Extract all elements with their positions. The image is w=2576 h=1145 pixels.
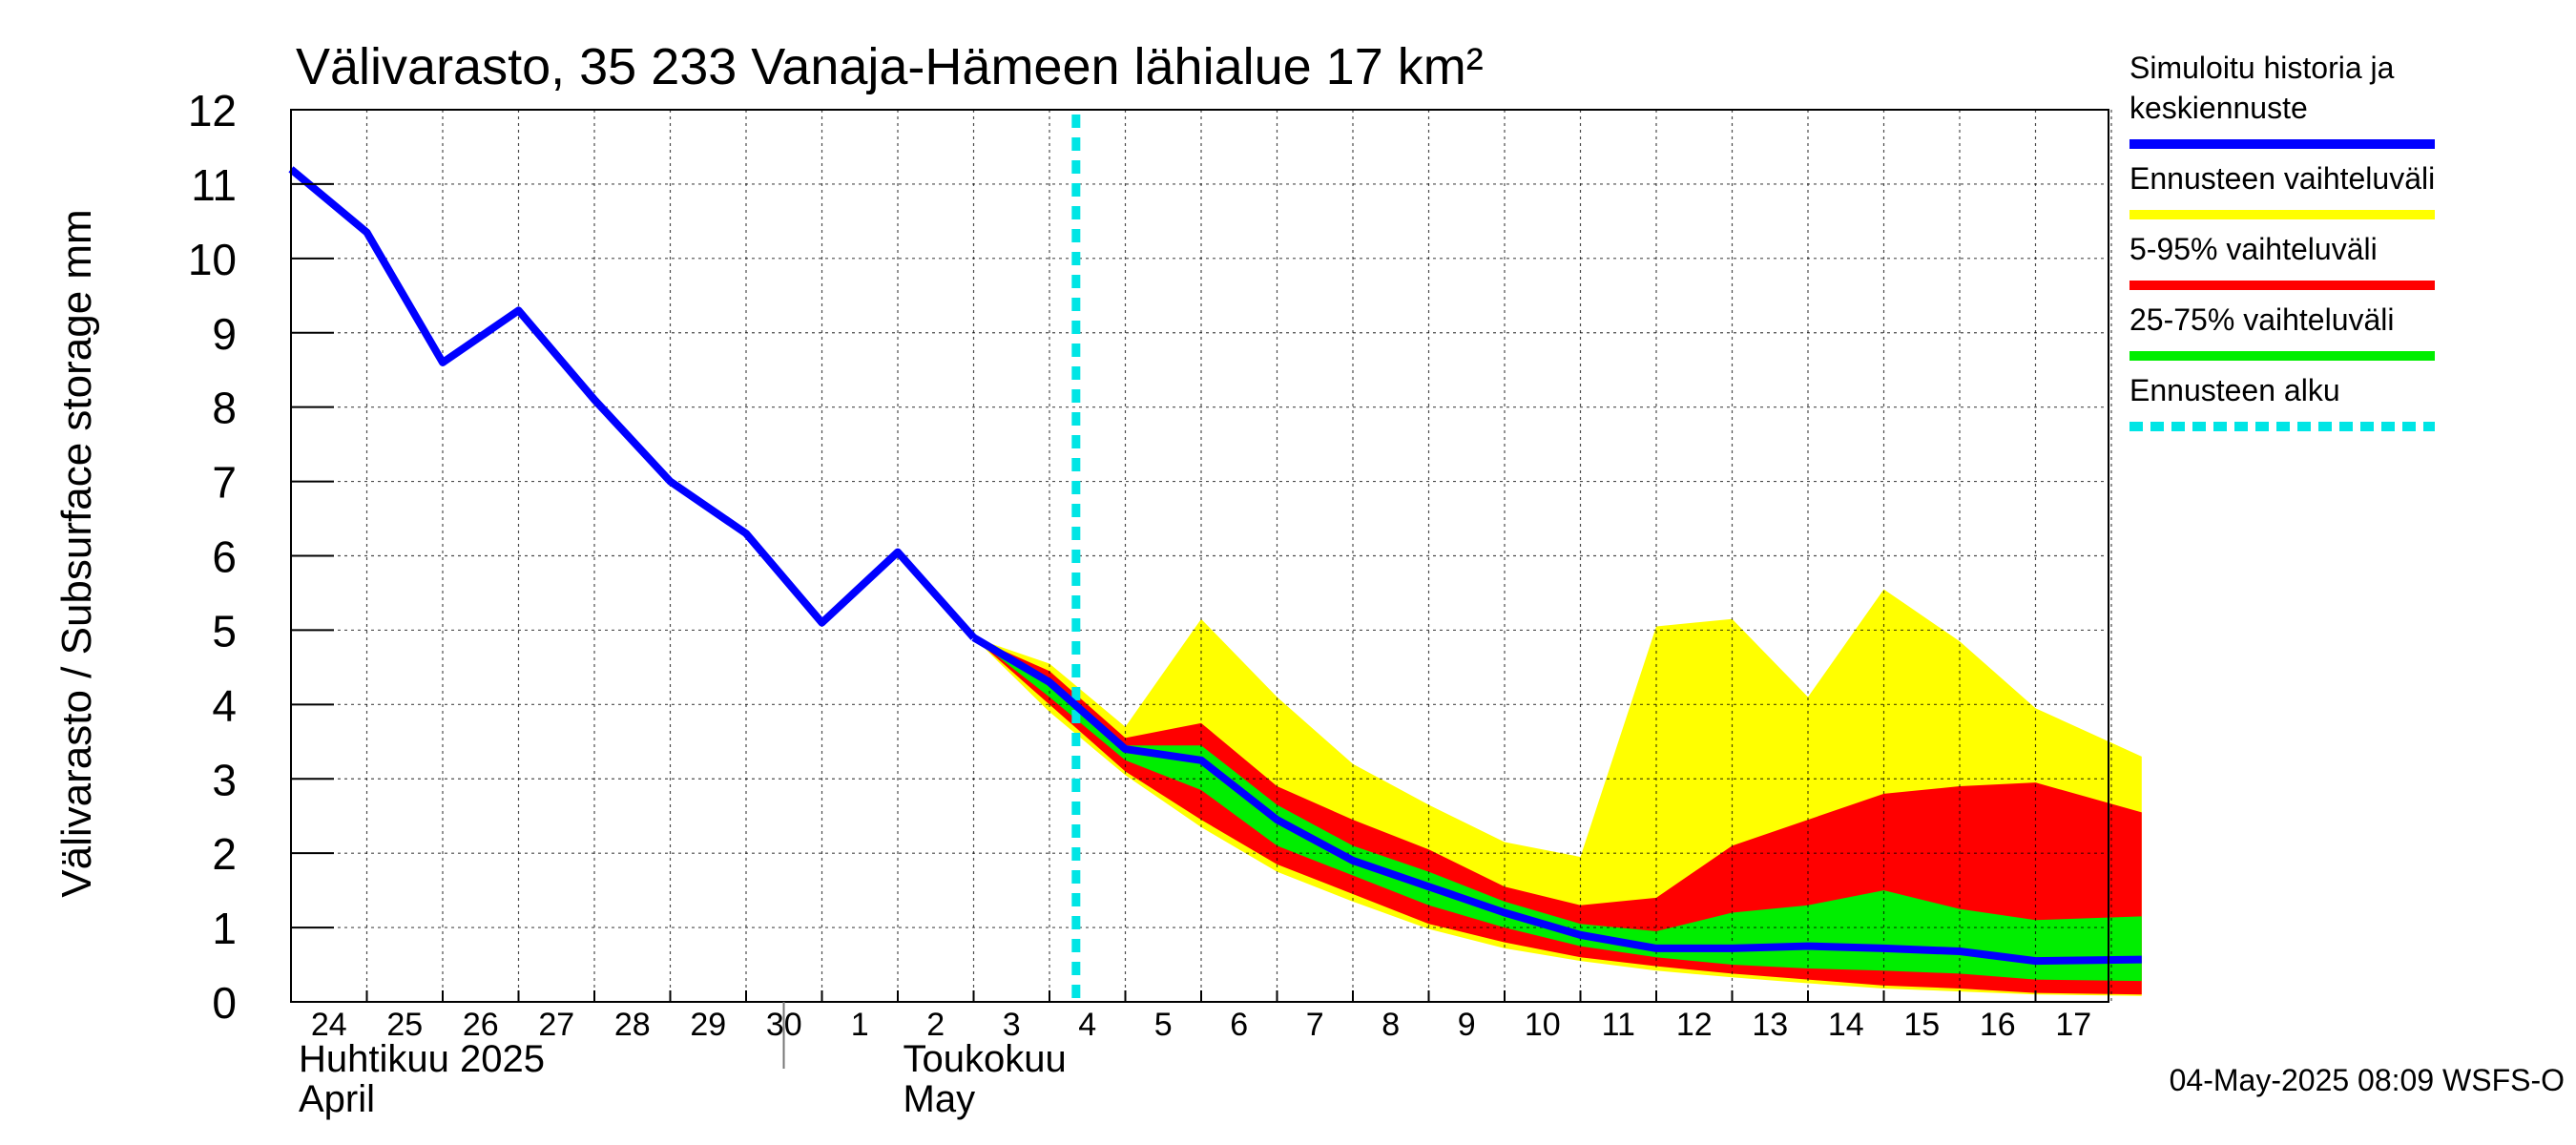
median-line xyxy=(971,634,2142,966)
y-axis-label: Välivarasto / Subsurface storage mm xyxy=(53,209,100,897)
x-tick-label: 6 xyxy=(1230,1007,1248,1043)
y-tick-label: 6 xyxy=(212,532,237,582)
x-tick-label: 29 xyxy=(690,1007,726,1043)
x-tick-label: 14 xyxy=(1828,1007,1864,1043)
x-tick-label: 28 xyxy=(614,1007,651,1043)
series-lines xyxy=(288,114,2142,1002)
y-tick-label: 2 xyxy=(212,829,237,879)
legend-label-1: keskiennuste xyxy=(2129,91,2308,125)
y-tick-label: 5 xyxy=(212,606,237,656)
y-tick-label: 3 xyxy=(212,755,237,804)
grid-lines xyxy=(291,110,2112,1002)
x-tick-label: 13 xyxy=(1752,1007,1788,1043)
x-tick-label: 11 xyxy=(1602,1007,1635,1043)
legend-label-4: 25-75% vaihteluväli xyxy=(2129,302,2395,337)
x-tick-label: 12 xyxy=(1676,1007,1713,1043)
month-label-english: May xyxy=(904,1078,976,1120)
x-tick-label: 2 xyxy=(926,1007,945,1043)
history-line xyxy=(288,166,977,640)
x-tick-label: 8 xyxy=(1381,1007,1400,1043)
legend-label-2: Ennusteen vaihteluväli xyxy=(2129,161,2435,196)
y-tick-label: 4 xyxy=(212,680,237,730)
month-label: Toukokuu xyxy=(904,1038,1067,1080)
chart-title: Välivarasto, 35 233 Vanaja-Hämeen lähial… xyxy=(296,38,1484,95)
x-tick-label: 24 xyxy=(311,1007,347,1043)
y-tick-label: 10 xyxy=(188,235,237,284)
y-tick-label: 8 xyxy=(212,384,237,433)
y-tick-label: 7 xyxy=(212,458,237,508)
forecast-bands xyxy=(973,589,2142,996)
x-tick-label: 26 xyxy=(463,1007,499,1043)
x-tick-label: 3 xyxy=(1003,1007,1021,1043)
y-tick-label: 9 xyxy=(212,309,237,359)
x-tick-label: 27 xyxy=(538,1007,574,1043)
y-tick-label: 11 xyxy=(191,160,237,210)
x-tick-label: 17 xyxy=(2055,1007,2091,1043)
legend-label-3: 5-95% vaihteluväli xyxy=(2129,232,2378,266)
x-tick-label: 10 xyxy=(1525,1007,1561,1043)
legend-label-5: Ennusteen alku xyxy=(2129,373,2340,407)
timestamp: 04-May-2025 08:09 WSFS-O xyxy=(2170,1063,2565,1097)
x-tick-label: 4 xyxy=(1078,1007,1096,1043)
legend-label-1: Simuloitu historia ja xyxy=(2129,51,2395,85)
x-tick-label: 15 xyxy=(1903,1007,1940,1043)
x-tick-label: 9 xyxy=(1458,1007,1476,1043)
month-label-english: April xyxy=(299,1078,375,1120)
x-tick-label: 7 xyxy=(1306,1007,1324,1043)
y-tick-label: 1 xyxy=(212,904,237,953)
x-tick-label: 25 xyxy=(386,1007,423,1043)
y-tick-label: 12 xyxy=(188,86,237,135)
band-3 xyxy=(973,637,2142,982)
month-label: Huhtikuu 2025 xyxy=(299,1038,545,1080)
y-tick-label: 0 xyxy=(212,978,237,1028)
x-tick-label: 5 xyxy=(1154,1007,1173,1043)
legend: Simuloitu historia ja keskiennuste Ennuste… xyxy=(2129,51,2435,431)
x-tick-label: 1 xyxy=(851,1007,869,1043)
x-tick-label: 16 xyxy=(1980,1007,2016,1043)
